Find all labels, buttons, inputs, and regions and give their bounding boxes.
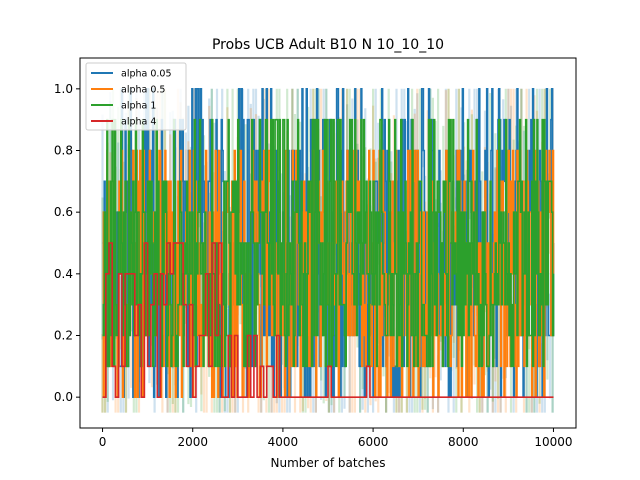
y-tick-label: 0.6 <box>54 205 73 219</box>
x-tick-label: 10000 <box>534 435 572 449</box>
legend-box <box>85 62 187 131</box>
legend-label: alpha 0.5 <box>121 85 165 96</box>
series-line-alpha-4 <box>102 242 554 398</box>
plot-area <box>101 88 555 413</box>
series-line-alpha-1 <box>102 118 555 368</box>
y-tick-label: 0.8 <box>54 144 73 158</box>
legend: alpha 0.05 alpha 0.5 alpha 1 alpha 4 <box>85 62 187 131</box>
x-axis-label: Number of batches <box>271 456 386 470</box>
x-tick-label: 8000 <box>448 435 479 449</box>
chart-title: Probs UCB Adult B10 N 10_10_10 <box>212 37 444 53</box>
x-tick-label: 0 <box>99 435 107 449</box>
legend-label: alpha 4 <box>121 117 156 128</box>
x-tick-label: 4000 <box>268 435 299 449</box>
y-tick-label: 1.0 <box>54 82 73 96</box>
y-tick-label: 0.2 <box>54 329 73 343</box>
y-tick-label: 0.0 <box>54 390 73 404</box>
x-axis: 0 2000 4000 6000 8000 10000 <box>99 428 573 449</box>
series-lines <box>102 88 555 398</box>
x-tick-label: 6000 <box>358 435 389 449</box>
y-tick-label: 0.4 <box>54 267 73 281</box>
plot-frame <box>79 57 577 429</box>
y-axis: 0.0 0.2 0.4 0.6 0.8 1.0 <box>54 82 80 404</box>
legend-label: alpha 0.05 <box>121 69 172 80</box>
x-tick-label: 2000 <box>177 435 208 449</box>
legend-label: alpha 1 <box>121 101 156 112</box>
